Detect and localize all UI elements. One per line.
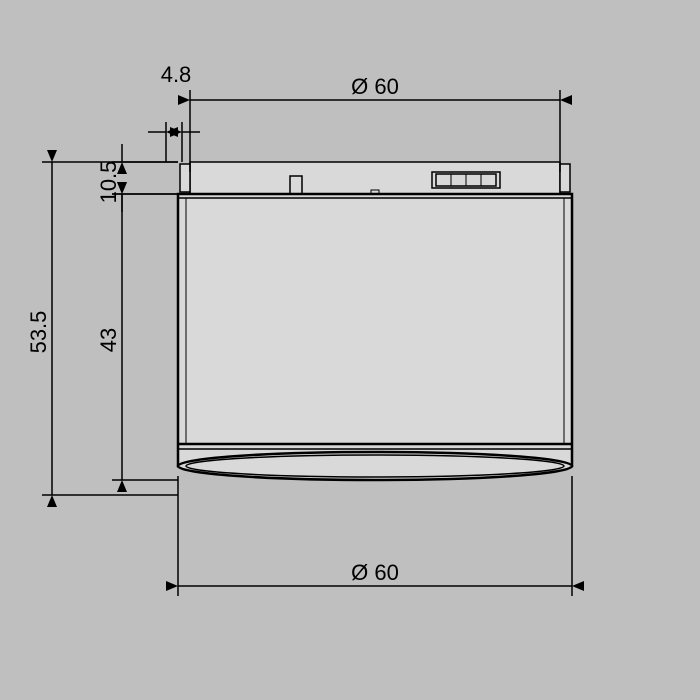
dim-bottom-diameter: Ø 60 xyxy=(178,476,572,596)
dim-top-diameter-label: Ø 60 xyxy=(351,74,399,99)
dim-bracket-width: 4.8 xyxy=(148,62,200,162)
dim-top-diameter: Ø 60 xyxy=(190,74,560,172)
dim-total-height-label: 53.5 xyxy=(26,311,51,354)
product-drawing xyxy=(178,162,572,480)
dim-body-height-label: 43 xyxy=(96,328,121,352)
dim-body-height: 43 xyxy=(96,194,178,480)
dim-bottom-diameter-label: Ø 60 xyxy=(351,560,399,585)
dim-bracket-width-label: 4.8 xyxy=(161,62,192,87)
